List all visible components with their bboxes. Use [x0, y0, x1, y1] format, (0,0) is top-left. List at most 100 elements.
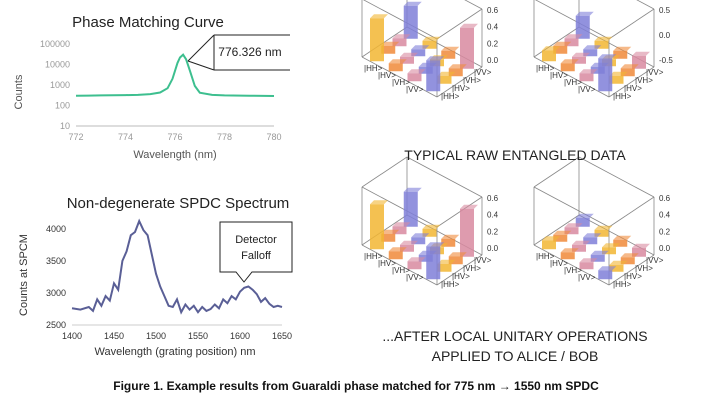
basis-label-right: |HV> — [452, 272, 470, 281]
phase-chart-peak-label: 776.326 nm — [218, 45, 281, 59]
z-tick-label: 0.4 — [659, 211, 671, 220]
basis-label-right: |HH> — [441, 92, 460, 101]
density-bar-top — [590, 250, 609, 255]
spdc-x-tick-label: 1400 — [62, 331, 82, 341]
phase-chart-title: Phase Matching Curve — [72, 14, 224, 31]
basis-label-right: |VV> — [474, 256, 492, 265]
spdc-chart-y-ticks: 2500 3000 3500 4000 — [46, 224, 66, 330]
density-bar — [422, 40, 437, 49]
density-bar — [418, 66, 433, 74]
basis-label-right: |VH> — [463, 264, 481, 273]
density-bar — [632, 247, 646, 257]
density-bar-top — [598, 266, 617, 271]
density-bar — [422, 228, 437, 237]
density-bar-top — [579, 258, 598, 263]
density-bar-top — [426, 242, 445, 247]
detector-falloff-line1: Detector — [235, 234, 277, 246]
z-tick-label: 0.4 — [487, 211, 499, 220]
basis-label-front: |VH> — [564, 266, 582, 275]
basis-label-right: |HV> — [452, 84, 470, 93]
z-tick-label: 0.0 — [487, 56, 499, 65]
phase-chart-ylabel: Counts — [13, 74, 25, 109]
phase-y-tick-label: 100 — [55, 101, 70, 111]
density-bar — [594, 40, 609, 49]
spdc-y-tick-label: 3500 — [46, 256, 66, 266]
density-bar-top — [542, 236, 560, 241]
density-bar-top — [620, 253, 639, 258]
density-bar — [553, 45, 568, 54]
density-bar-top — [437, 71, 456, 76]
density-bar — [553, 234, 568, 242]
density-bar-top — [575, 213, 594, 218]
z-tick-label: 0.2 — [659, 227, 671, 236]
density-bar — [403, 5, 418, 39]
density-bar-top — [448, 64, 467, 69]
phase-chart-y-ticks: 10 100 1000 10000 100000 — [40, 39, 70, 131]
density-bar — [575, 217, 590, 227]
z-tick-label: 0.0 — [487, 244, 499, 253]
density-bar — [460, 208, 474, 257]
density-bar — [609, 75, 624, 84]
density-bar-top — [572, 52, 590, 57]
density-bar-top — [613, 46, 632, 51]
density-bar — [448, 256, 463, 265]
spdc-y-tick-label: 2500 — [46, 320, 66, 330]
detector-falloff-line2: Falloff — [241, 250, 272, 262]
spdc-y-tick-label: 4000 — [46, 224, 66, 234]
density-bar-top — [553, 41, 572, 46]
density-bar — [437, 75, 452, 84]
density-bar-top — [583, 233, 602, 238]
density-bar-top — [407, 257, 426, 262]
z-tick-label: 0.2 — [487, 39, 499, 48]
density-bar-top — [564, 34, 583, 39]
basis-label-front: |HV> — [550, 259, 568, 268]
density-bar-top — [392, 34, 411, 39]
basis-label-right: |HH> — [613, 92, 632, 101]
basis-label-right: |VH> — [635, 76, 653, 85]
density-plot-unitary-imag: 0.60.40.20.0|HH>|HV>|VH>|VV>|VV>|VH>|HV>… — [533, 156, 671, 289]
basis-label-right: |HH> — [441, 280, 460, 289]
density-bar-top — [594, 36, 613, 41]
density-bar — [381, 233, 396, 242]
spdc-y-tick-label: 3000 — [46, 288, 66, 298]
basis-label-front: |HH> — [364, 252, 383, 261]
density-plot-raw-imag: 0.50.0-0.5|HH>|HV>|VH>|VV>|VV>|VH>|HV>|H… — [533, 0, 673, 101]
density-bar-top — [407, 69, 426, 74]
phase-x-tick-label: 780 — [266, 132, 281, 142]
density-bar-top — [632, 243, 650, 248]
density-bar — [613, 50, 628, 59]
density-bar-top — [437, 259, 456, 264]
density-bar-top — [448, 252, 467, 257]
density-bar-top — [381, 41, 400, 46]
basis-label-front: |VV> — [578, 85, 596, 94]
density-bar — [598, 58, 613, 92]
phase-y-tick-label: 1000 — [50, 80, 70, 90]
density-bar-top — [411, 45, 430, 50]
z-tick-label: 0.6 — [487, 6, 499, 15]
density-bar-top — [381, 229, 400, 234]
density-bar-top — [594, 225, 613, 230]
density-bar — [392, 38, 407, 47]
spdc-chart-x-ticks: 1400 1450 1500 1550 1600 1650 — [62, 331, 292, 341]
density-bar — [542, 50, 556, 62]
basis-label-front: |HH> — [536, 252, 555, 261]
phase-chart-x-ticks: 772 774 776 778 780 — [68, 132, 281, 142]
density-bar — [381, 45, 396, 54]
density-matrix-plots: 0.60.40.20.0|HH>|HV>|VH>|VV>|VV>|VH>|HV>… — [361, 0, 673, 289]
basis-label-right: |VV> — [474, 68, 492, 77]
density-bar-top — [560, 248, 579, 253]
density-bar — [441, 50, 456, 59]
density-bar-top — [388, 247, 407, 252]
density-bar-top — [602, 243, 620, 248]
density-bar-top — [598, 54, 617, 59]
density-bar — [388, 251, 403, 260]
density-bar-top — [575, 11, 594, 16]
spdc-x-tick-label: 1600 — [230, 331, 250, 341]
density-bar — [437, 263, 452, 272]
density-bar — [388, 63, 403, 72]
density-bar — [575, 15, 590, 39]
density-bar — [572, 244, 586, 252]
density-plot-raw-real: 0.60.40.20.0|HH>|HV>|VH>|VV>|VV>|VH>|HV>… — [361, 0, 499, 101]
phase-x-tick-label: 778 — [217, 132, 232, 142]
